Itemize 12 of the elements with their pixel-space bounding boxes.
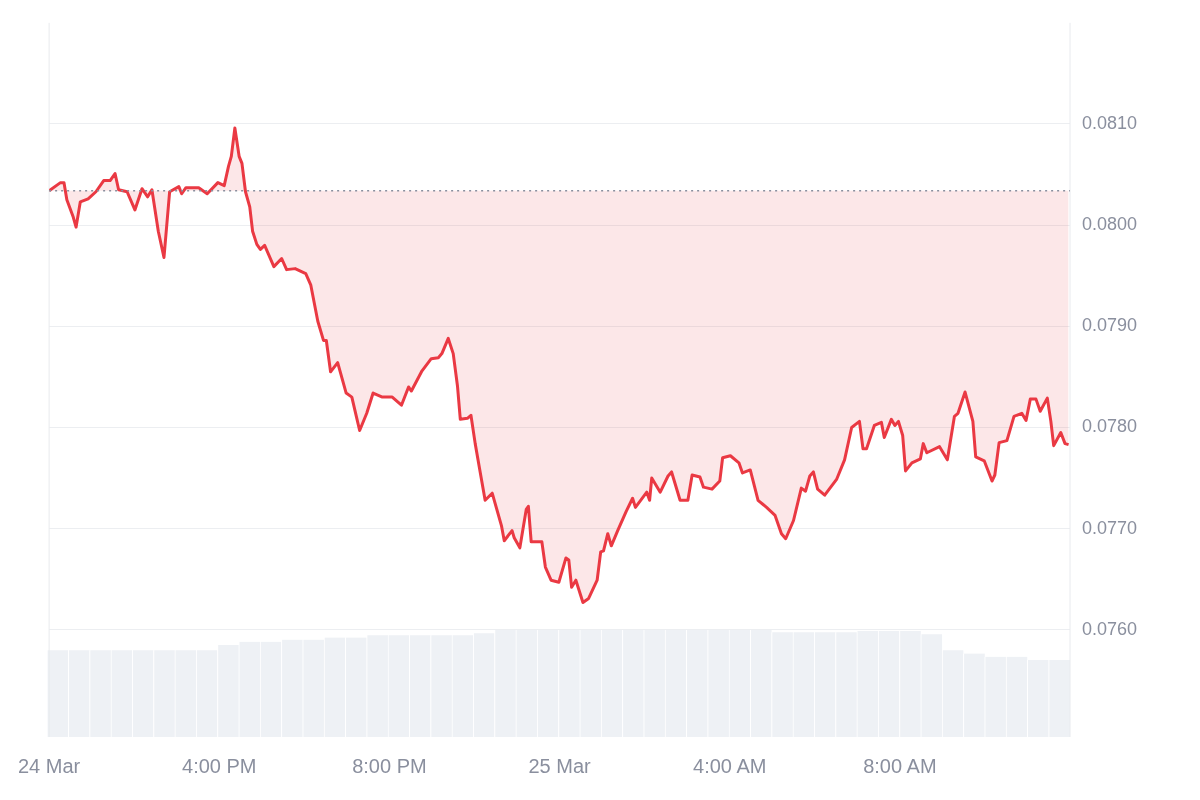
y-tick-label: 0.0760 (1082, 618, 1138, 639)
x-tick-label: 25 Mar (528, 754, 592, 777)
y-tick-label: 0.0770 (1082, 517, 1138, 538)
y-tick-label: 0.0800 (1082, 214, 1138, 235)
y-tick-label: 0.0810 (1082, 112, 1138, 133)
y-tick-label: 0.0780 (1082, 416, 1138, 437)
x-tick-label: 24 Mar (18, 754, 81, 777)
x-tick-label: 4:00 PM (182, 754, 257, 777)
y-tick-label: 0.0790 (1082, 315, 1138, 336)
x-tick-label: 4:00 AM (693, 754, 767, 777)
x-tick-label: 8:00 AM (863, 754, 937, 777)
x-tick-label: 8:00 PM (352, 754, 427, 777)
